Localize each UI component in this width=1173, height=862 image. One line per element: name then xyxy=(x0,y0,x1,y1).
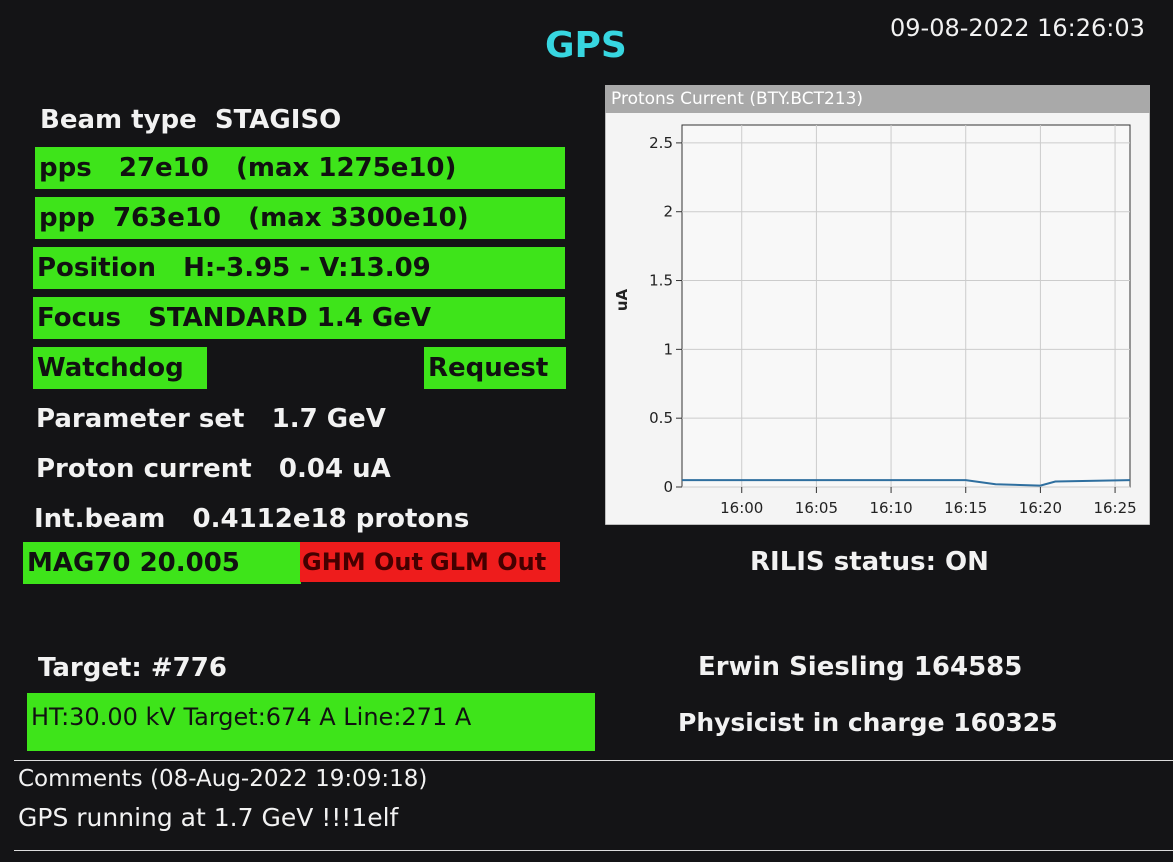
target-current: Target:674 A xyxy=(183,703,336,731)
ht: HT:30.00 kV xyxy=(31,703,176,731)
position-row: Position H:-3.95 - V:13.09 xyxy=(33,247,565,289)
line-current: Line:271 A xyxy=(343,703,472,731)
line xyxy=(682,479,1131,487)
x-tick-label: 16:20 xyxy=(1019,499,1062,517)
y-tick-label: 2.5 xyxy=(649,134,673,152)
separator xyxy=(14,760,1173,761)
ht-row: HT:30.00 kV Target:674 A Line:271 A xyxy=(27,693,595,751)
chart-title: Protons Current (BTY.BCT213) xyxy=(611,89,863,109)
operator: Erwin Siesling 164585 xyxy=(698,652,1023,682)
pps-row: pps 27e10 (max 1275e10) xyxy=(35,147,565,189)
title: GPS xyxy=(545,25,627,66)
beam-type: Beam type STAGISO xyxy=(40,105,342,135)
ppp-row: ppp 763e10 (max 3300e10) xyxy=(35,197,565,239)
x-tick-label: 16:00 xyxy=(720,499,763,517)
x-tick-label: 16:05 xyxy=(795,499,838,517)
int-beam: Int.beam 0.4112e18 protons xyxy=(34,504,470,534)
x-tick-label: 16:25 xyxy=(1093,499,1136,517)
comment-text: GPS running at 1.7 GeV !!!1elf xyxy=(18,803,399,832)
comments-header: Comments (08-Aug-2022 19:09:18) xyxy=(18,766,428,792)
y-tick-label: 1.5 xyxy=(649,272,673,290)
separator xyxy=(14,850,1173,851)
x-tick-label: 16:15 xyxy=(944,499,987,517)
watchdog: Watchdog xyxy=(33,347,207,389)
y-tick-label: 1 xyxy=(663,340,673,358)
mag-row: MAG70 20.005 xyxy=(23,542,301,584)
y-tick-label: 2 xyxy=(663,203,673,221)
request: Request xyxy=(424,347,566,389)
physicist: Physicist in charge 160325 xyxy=(678,708,1058,737)
chart: Protons Current (BTY.BCT213) uA 0 0.5 1 1.5… xyxy=(605,85,1150,525)
y-tick-label: 0.5 xyxy=(649,409,673,427)
parameter-set: Parameter set 1.7 GeV xyxy=(36,404,386,434)
proton-current: Proton current 0.04 uA xyxy=(36,454,391,484)
ghm-status: GHM Out xyxy=(300,542,428,582)
rilis-status: RILIS status: ON xyxy=(750,547,989,577)
target: Target: #776 xyxy=(38,653,227,683)
chart-title-bar xyxy=(605,85,1150,113)
focus-row: Focus STANDARD 1.4 GeV xyxy=(33,297,565,339)
y-axis-label: uA xyxy=(613,288,631,311)
plot-area xyxy=(681,124,1131,488)
x-tick-label: 16:10 xyxy=(869,499,912,517)
y-tick-label: 0 xyxy=(663,478,673,496)
datetime: 09-08-2022 16:26:03 xyxy=(890,14,1145,42)
glm-status: GLM Out xyxy=(428,542,560,582)
